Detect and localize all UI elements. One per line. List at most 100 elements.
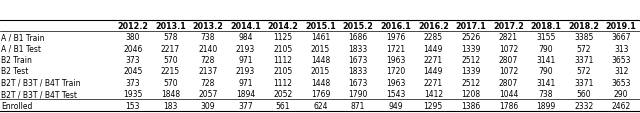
Text: 1833: 1833: [349, 44, 368, 53]
Text: B2T / B3T / B4T Train: B2T / B3T / B4T Train: [1, 78, 81, 87]
Text: 1963: 1963: [386, 78, 405, 87]
Text: 1448: 1448: [311, 55, 330, 64]
Text: 3653: 3653: [611, 78, 631, 87]
Text: 1976: 1976: [386, 33, 405, 42]
Text: 2045: 2045: [123, 67, 142, 76]
Text: 790: 790: [539, 44, 554, 53]
Text: 2217: 2217: [161, 44, 180, 53]
Text: 377: 377: [238, 101, 253, 109]
Text: 2015.2: 2015.2: [343, 22, 374, 30]
Text: 2015: 2015: [311, 67, 330, 76]
Text: 971: 971: [238, 55, 253, 64]
Text: 738: 738: [539, 89, 554, 98]
Text: 2018.2: 2018.2: [568, 22, 599, 30]
Text: 2215: 2215: [161, 67, 180, 76]
Text: B2 Test: B2 Test: [1, 67, 29, 76]
Text: 1899: 1899: [536, 101, 556, 109]
Text: 2105: 2105: [273, 67, 292, 76]
Text: 2271: 2271: [424, 55, 443, 64]
Text: 2821: 2821: [499, 33, 518, 42]
Text: 1112: 1112: [273, 78, 292, 87]
Text: 1673: 1673: [349, 78, 368, 87]
Text: 3385: 3385: [574, 33, 593, 42]
Text: 373: 373: [125, 78, 140, 87]
Text: 2057: 2057: [198, 89, 218, 98]
Text: 3653: 3653: [611, 55, 631, 64]
Text: 2014.2: 2014.2: [268, 22, 298, 30]
Text: 1072: 1072: [499, 44, 518, 53]
Text: 313: 313: [614, 44, 628, 53]
Text: 1208: 1208: [461, 89, 481, 98]
Text: 2332: 2332: [574, 101, 593, 109]
Text: 2016.2: 2016.2: [418, 22, 449, 30]
Text: 2271: 2271: [424, 78, 443, 87]
Text: 1461: 1461: [311, 33, 330, 42]
Text: 1449: 1449: [424, 44, 443, 53]
Text: 290: 290: [614, 89, 628, 98]
Text: 1386: 1386: [461, 101, 481, 109]
Text: 380: 380: [125, 33, 140, 42]
Text: 1963: 1963: [386, 55, 405, 64]
Text: 2807: 2807: [499, 78, 518, 87]
Text: 2140: 2140: [198, 44, 218, 53]
Text: 984: 984: [238, 33, 253, 42]
Text: 2526: 2526: [461, 33, 481, 42]
Text: 1295: 1295: [424, 101, 443, 109]
Text: 949: 949: [388, 101, 403, 109]
Text: 1673: 1673: [349, 55, 368, 64]
Text: 2193: 2193: [236, 67, 255, 76]
Text: 1935: 1935: [123, 89, 142, 98]
Text: 312: 312: [614, 67, 628, 76]
Text: 3141: 3141: [536, 78, 556, 87]
Text: 2017.1: 2017.1: [456, 22, 486, 30]
Text: 561: 561: [276, 101, 291, 109]
Text: 1112: 1112: [273, 55, 292, 64]
Text: 572: 572: [577, 44, 591, 53]
Text: Enrolled: Enrolled: [1, 101, 33, 109]
Text: 2462: 2462: [612, 101, 631, 109]
Text: 1894: 1894: [236, 89, 255, 98]
Text: 2012.2: 2012.2: [117, 22, 148, 30]
Text: 2512: 2512: [461, 55, 481, 64]
Text: 570: 570: [163, 55, 177, 64]
Text: 738: 738: [200, 33, 215, 42]
Text: 1072: 1072: [499, 67, 518, 76]
Text: 2013.2: 2013.2: [193, 22, 223, 30]
Text: 373: 373: [125, 55, 140, 64]
Text: 2013.1: 2013.1: [155, 22, 186, 30]
Text: 578: 578: [163, 33, 177, 42]
Text: 1448: 1448: [311, 78, 330, 87]
Text: 2512: 2512: [461, 78, 481, 87]
Text: 2137: 2137: [198, 67, 218, 76]
Text: 790: 790: [539, 67, 554, 76]
Text: 1720: 1720: [386, 67, 405, 76]
Text: 2807: 2807: [499, 55, 518, 64]
Text: 1044: 1044: [499, 89, 518, 98]
Text: 2015: 2015: [311, 44, 330, 53]
Text: 1125: 1125: [273, 33, 292, 42]
Text: 1790: 1790: [349, 89, 368, 98]
Text: 2193: 2193: [236, 44, 255, 53]
Text: A / B1 Test: A / B1 Test: [1, 44, 41, 53]
Text: 3155: 3155: [536, 33, 556, 42]
Text: 871: 871: [351, 101, 365, 109]
Text: 1769: 1769: [311, 89, 330, 98]
Text: B2T / B3T / B4T Test: B2T / B3T / B4T Test: [1, 89, 77, 98]
Text: 971: 971: [238, 78, 253, 87]
Text: 2016.1: 2016.1: [380, 22, 411, 30]
Text: 572: 572: [577, 67, 591, 76]
Text: 624: 624: [314, 101, 328, 109]
Text: 153: 153: [125, 101, 140, 109]
Text: 2285: 2285: [424, 33, 443, 42]
Text: 2019.1: 2019.1: [606, 22, 637, 30]
Text: 2017.2: 2017.2: [493, 22, 524, 30]
Text: 3141: 3141: [536, 55, 556, 64]
Text: 728: 728: [201, 78, 215, 87]
Text: A / B1 Train: A / B1 Train: [1, 33, 45, 42]
Text: 1786: 1786: [499, 101, 518, 109]
Text: 183: 183: [163, 101, 177, 109]
Text: 3371: 3371: [574, 55, 593, 64]
Text: 2018.1: 2018.1: [531, 22, 561, 30]
Text: B2 Train: B2 Train: [1, 55, 32, 64]
Text: 1339: 1339: [461, 44, 481, 53]
